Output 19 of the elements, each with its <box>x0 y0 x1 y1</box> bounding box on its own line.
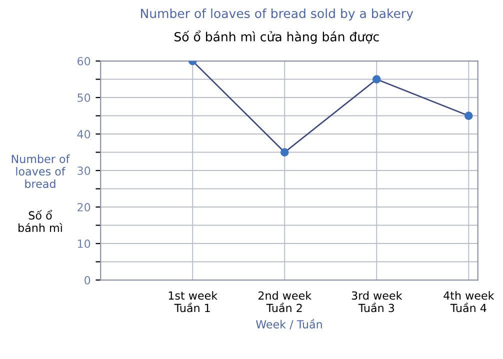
y-tick-label: 30 <box>78 166 90 175</box>
x-tick-label: 1st week Tuần 1 <box>168 291 218 312</box>
point <box>372 75 381 84</box>
text: Số ổ bánh mì <box>18 210 62 232</box>
y-tick-label: 0 <box>84 276 90 284</box>
x-tick-label: 4th week Tuần 4 <box>444 291 494 312</box>
y-tick-label: 40 <box>77 130 90 138</box>
y-tick-label: 50 <box>78 94 90 102</box>
y-axis-title: Number of loaves of bread <box>12 154 70 188</box>
chart-subtitle: Số ổ bánh mì cửa hàng bán được <box>174 30 379 44</box>
y-tick-label: 10 <box>78 239 90 248</box>
chart-title: Number of loaves of bread sold by a bakery <box>141 8 414 21</box>
x-axis-title: Week / Tuần <box>256 318 322 330</box>
point <box>280 148 289 156</box>
point <box>464 112 473 120</box>
y-tick-label: 60 <box>78 57 90 66</box>
x-tick-label: 3rd week Tuần 3 <box>352 291 402 312</box>
x-tick-label: 2nd week Tuần 2 <box>258 291 312 312</box>
y-tick-label: 20 <box>78 203 90 212</box>
